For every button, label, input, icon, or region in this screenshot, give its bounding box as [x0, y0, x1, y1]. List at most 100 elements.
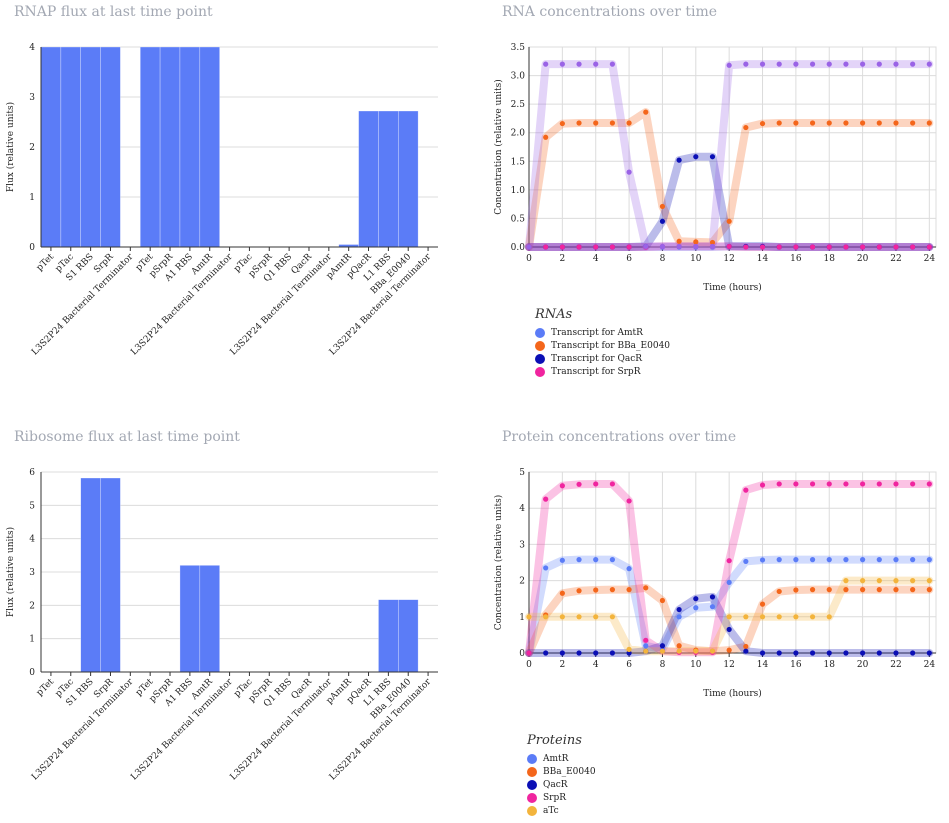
- x-axis-label: Time (hours): [703, 688, 762, 699]
- data-point: [926, 587, 932, 593]
- data-point: [809, 120, 816, 126]
- data-point: [693, 648, 699, 654]
- x-tick-label: 20: [857, 660, 869, 670]
- data-point: [860, 61, 866, 67]
- data-point: [860, 557, 866, 563]
- data-point: [609, 481, 616, 487]
- y-tick-label: 5: [519, 468, 525, 478]
- x-tick-label: 4: [593, 660, 599, 670]
- data-point: [926, 481, 932, 487]
- x-tick-label: 20: [857, 254, 869, 264]
- data-point: [793, 61, 799, 67]
- data-point: [609, 61, 616, 67]
- data-point: [676, 643, 682, 649]
- data-point: [709, 648, 716, 654]
- y-tick-label: 0: [29, 243, 35, 253]
- data-point: [593, 120, 599, 126]
- data-point: [643, 648, 649, 654]
- bar: [378, 599, 399, 673]
- bar: [378, 110, 399, 248]
- bar: [80, 477, 101, 673]
- data-point: [809, 61, 816, 67]
- bar: [199, 565, 220, 673]
- data-point: [809, 244, 816, 250]
- y-tick-label: 1.5: [511, 157, 526, 167]
- legend-item: BBa_E0040: [527, 765, 596, 778]
- data-point: [559, 120, 565, 127]
- data-point: [876, 244, 882, 250]
- data-point: [893, 557, 899, 563]
- y-tick-label: 1.0: [511, 186, 526, 196]
- x-tick-label: 22: [890, 660, 901, 670]
- data-point: [659, 218, 666, 224]
- data-point: [876, 120, 882, 126]
- legend-swatch: [527, 792, 537, 803]
- data-point: [876, 578, 882, 584]
- data-point: [543, 614, 549, 620]
- data-point: [826, 244, 832, 250]
- y-tick-label: 3: [29, 93, 35, 103]
- legend-label: Transcript for QacR: [551, 353, 643, 364]
- data-point: [693, 239, 699, 245]
- data-point: [910, 557, 916, 563]
- data-point: [643, 243, 649, 250]
- bar: [60, 46, 81, 248]
- legend-item: Transcript for AmtR: [535, 326, 670, 339]
- data-point: [809, 481, 816, 487]
- protein-legend: Proteins AmtR BBa_E0040 QacR SrpR aTc: [527, 733, 596, 817]
- y-tick-label: 4: [519, 504, 525, 514]
- y-tick-label: 6: [29, 468, 35, 478]
- data-point: [926, 244, 932, 250]
- x-tick-label: 0: [526, 254, 532, 264]
- data-point: [626, 646, 632, 652]
- data-point: [743, 643, 749, 650]
- data-point: [759, 650, 766, 656]
- y-axis-label: Concentration (relative units): [493, 79, 504, 215]
- data-point: [726, 62, 732, 68]
- data-point: [576, 61, 582, 67]
- x-axis-label: Time (hours): [703, 282, 762, 293]
- data-point: [693, 596, 699, 602]
- bar: [100, 46, 121, 248]
- data-point: [726, 579, 732, 586]
- data-point: [609, 650, 616, 656]
- y-tick-label: 2.0: [511, 129, 526, 139]
- legend-label: BBa_E0040: [543, 766, 596, 777]
- data-point: [843, 481, 849, 487]
- data-point: [843, 557, 849, 563]
- data-point: [759, 244, 766, 250]
- data-point: [576, 120, 582, 126]
- bar: [397, 110, 419, 248]
- legend-item: aTc: [527, 804, 596, 817]
- data-point: [793, 481, 799, 487]
- data-point: [926, 120, 932, 126]
- bar: [139, 46, 161, 248]
- data-point: [860, 650, 866, 656]
- y-axis-label: Flux (relative units): [5, 102, 16, 192]
- bar: [397, 599, 419, 673]
- data-point: [609, 120, 616, 126]
- data-point: [893, 578, 899, 584]
- data-point: [793, 614, 799, 620]
- data-point: [793, 557, 799, 563]
- data-point: [676, 648, 682, 654]
- y-tick-label: 4: [29, 43, 35, 53]
- data-point: [676, 614, 682, 620]
- data-point: [793, 244, 799, 250]
- legend-label: Transcript for AmtR: [551, 327, 643, 338]
- data-point: [826, 614, 832, 620]
- data-point: [643, 585, 649, 591]
- data-point: [809, 650, 816, 656]
- data-point: [726, 626, 732, 633]
- y-tick-label: 0: [29, 668, 35, 678]
- legend-swatch: [527, 766, 537, 777]
- data-point: [543, 565, 549, 571]
- data-point: [910, 650, 916, 656]
- data-point: [726, 614, 732, 620]
- data-point: [826, 587, 832, 593]
- data-point: [709, 243, 716, 250]
- data-point: [893, 61, 899, 67]
- legend-swatch: [535, 327, 545, 338]
- data-point: [843, 578, 849, 584]
